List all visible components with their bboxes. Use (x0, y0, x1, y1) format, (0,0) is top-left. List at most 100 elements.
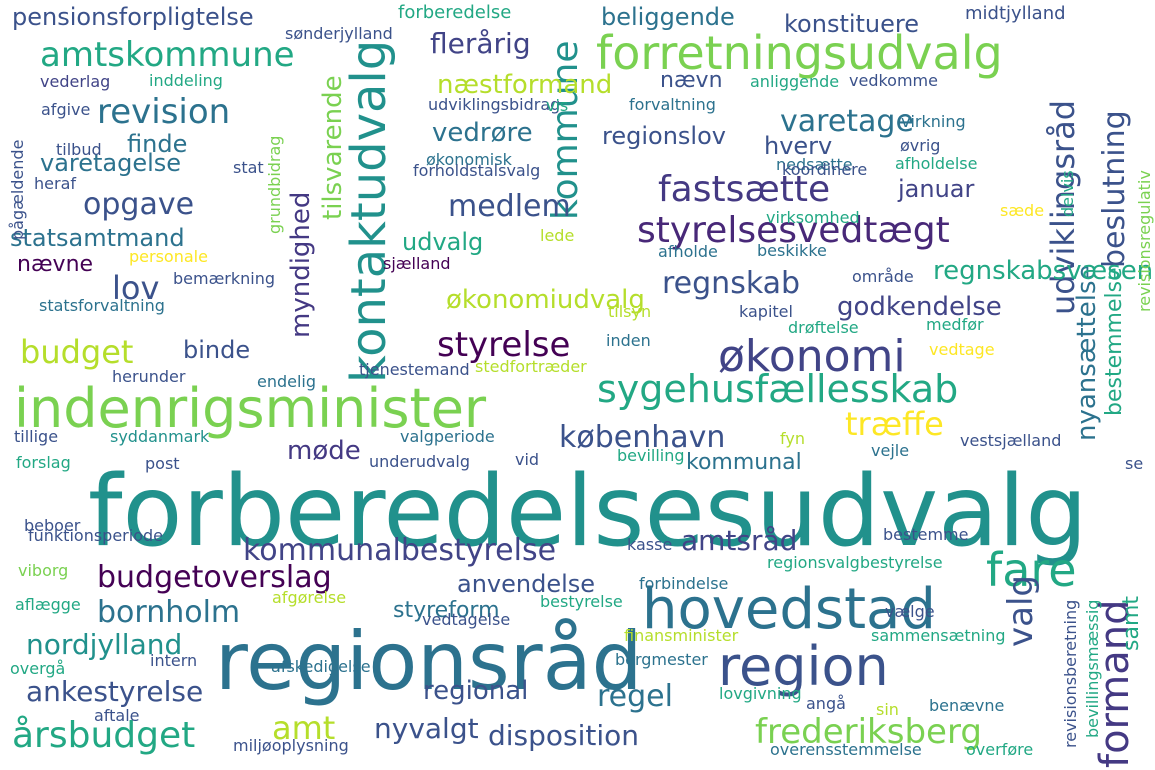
cloud-word: virkning (901, 112, 966, 131)
cloud-word: styreform (393, 598, 500, 623)
cloud-word: revision (97, 92, 231, 132)
cloud-word: post (145, 454, 180, 473)
cloud-word: pensionsforpligtelse (12, 3, 254, 31)
cloud-word: aftale (94, 706, 140, 725)
cloud-word: vedtagelse (422, 610, 511, 629)
cloud-word: delvis (1058, 170, 1077, 217)
cloud-word: nedsætte (776, 155, 853, 174)
cloud-word: godkendelse (837, 292, 1002, 322)
cloud-word: aflægge (15, 595, 81, 614)
cloud-word: koordinere (782, 160, 868, 179)
cloud-word: finansminister (624, 626, 739, 645)
cloud-word: heraf (34, 174, 76, 193)
cloud-word: økonomiudvalg (446, 285, 645, 315)
cloud-word: næstformand (437, 70, 613, 100)
cloud-word: overføre (966, 740, 1034, 759)
cloud-word: bestyrelse (540, 592, 623, 611)
cloud-word: budgetoverslag (97, 560, 332, 595)
cloud-word: kontaktudvalg (341, 39, 397, 383)
cloud-word: hovedstad (642, 577, 936, 642)
cloud-word: afgive (41, 100, 91, 119)
cloud-word: stedfortræder (475, 357, 587, 376)
cloud-word: økonomisk (426, 150, 512, 169)
cloud-word: nævne (17, 252, 94, 277)
cloud-word: drøftelse (788, 318, 859, 337)
cloud-word: københavn (559, 420, 726, 455)
cloud-word: varetage (780, 104, 914, 139)
cloud-word: amtsråd (681, 524, 798, 557)
cloud-word: intern (150, 651, 198, 670)
cloud-word: fare (986, 543, 1077, 597)
cloud-word: vedkomme (849, 71, 938, 90)
cloud-word: afholde (658, 242, 718, 261)
cloud-word: økonomi (718, 331, 906, 382)
cloud-word: sin (876, 700, 899, 719)
cloud-word: bevilling (617, 446, 685, 465)
cloud-word: herunder (112, 367, 186, 386)
cloud-word: anliggende (750, 72, 840, 91)
cloud-word: vælge (885, 602, 935, 621)
cloud-word: inddeling (149, 71, 223, 90)
cloud-word: valg (1001, 575, 1041, 647)
cloud-word: årsbudget (12, 715, 196, 756)
cloud-word: bornholm (97, 595, 241, 630)
cloud-word: vejle (871, 441, 910, 460)
cloud-word: fastsætte (658, 169, 831, 210)
cloud-word: vid (515, 450, 540, 469)
cloud-word: inden (606, 331, 651, 350)
cloud-word: sønderjylland (285, 24, 393, 43)
cloud-word: afholdelse (895, 154, 978, 173)
cloud-word: forberedelse (398, 2, 512, 23)
cloud-word: regionsvalgbestyrelse (767, 553, 943, 572)
cloud-word: træffe (845, 405, 944, 443)
cloud-word: regionsråd (215, 615, 643, 708)
cloud-word: hverv (764, 132, 833, 160)
cloud-word: se (1125, 454, 1144, 473)
cloud-word: vedtage (929, 340, 995, 359)
cloud-word: amtskommune (40, 35, 295, 75)
cloud-word: flerårig (430, 27, 531, 60)
cloud-word: regionslov (602, 122, 726, 150)
cloud-word: vedrøre (432, 118, 533, 148)
cloud-word: vestsjælland (960, 431, 1062, 450)
cloud-word: lede (540, 226, 575, 245)
cloud-word: finde (127, 130, 188, 158)
cloud-word: miljøoplysning (233, 736, 349, 755)
cloud-word: vis (546, 96, 569, 115)
cloud-word: udviklingsbidrag (428, 95, 561, 114)
cloud-word: revisionsregulativ (1135, 170, 1154, 312)
cloud-word: kommunalbestyrelse (243, 533, 557, 568)
cloud-word: virksomhed (766, 208, 860, 227)
cloud-word: lov (112, 269, 160, 307)
cloud-word: region (718, 635, 889, 698)
cloud-word: medfør (926, 315, 984, 334)
cloud-word: regnskab (662, 266, 801, 301)
cloud-word: tilsyn (608, 302, 652, 321)
cloud-word: forretningsudvalg (596, 26, 1003, 80)
cloud-word: medlem (448, 189, 571, 224)
cloud-word: sygehusfællesskab (597, 367, 959, 411)
cloud-word: angå (806, 694, 846, 713)
cloud-word: personale (129, 247, 208, 266)
cloud-word: benævne (929, 696, 1005, 715)
cloud-word: forvaltning (629, 95, 716, 114)
cloud-word: nævn (660, 68, 723, 93)
cloud-word: styrelsesvedtægt (637, 210, 950, 251)
cloud-word: kasse (627, 535, 673, 554)
cloud-word: budget (20, 333, 134, 371)
cloud-word: kapitel (739, 302, 793, 321)
cloud-word: samt (1119, 596, 1144, 651)
cloud-word: øvrig (900, 136, 941, 155)
cloud-word: vederlag (40, 72, 111, 91)
cloud-word: disposition (488, 719, 640, 752)
cloud-word: regel (597, 679, 673, 714)
cloud-word: amt (272, 709, 336, 747)
cloud-word: kommunal (686, 450, 802, 475)
cloud-word: afgørelse (272, 588, 347, 607)
cloud-word: statsamtmand (10, 224, 185, 252)
cloud-word: syddanmark (110, 427, 210, 446)
cloud-word: nordjylland (26, 628, 183, 661)
cloud-word: grundbidrag (265, 135, 284, 234)
cloud-word: underudvalg (369, 452, 471, 471)
